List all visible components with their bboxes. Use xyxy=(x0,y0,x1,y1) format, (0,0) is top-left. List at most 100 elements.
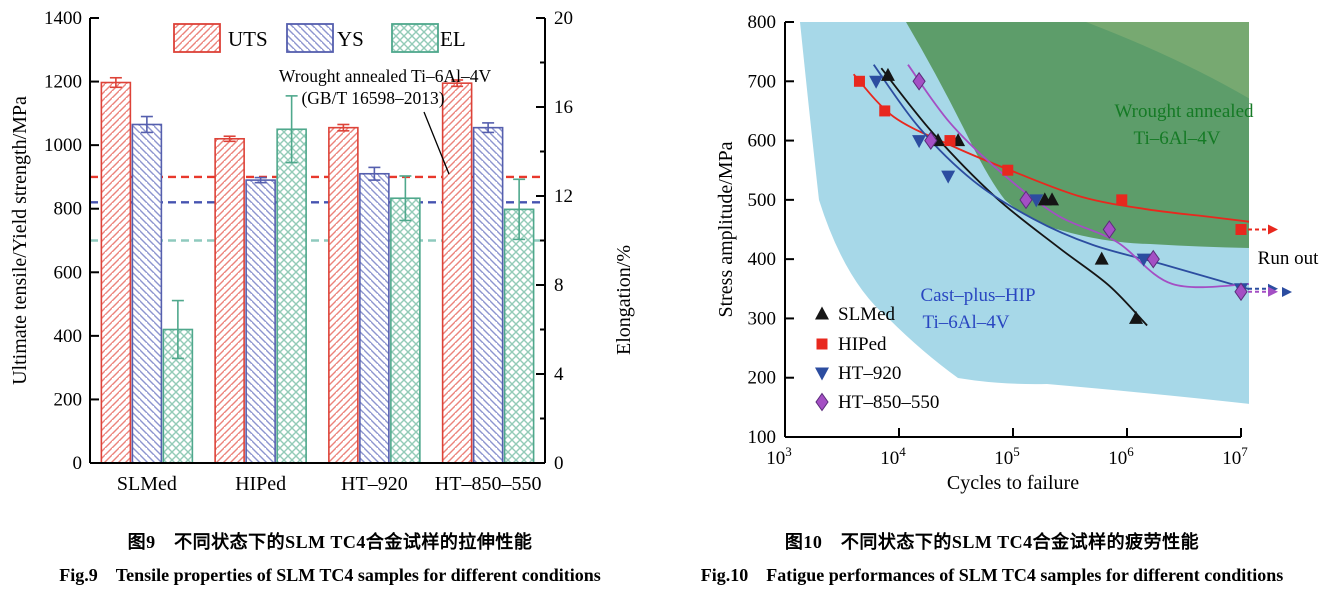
bar-YS-0 xyxy=(131,123,163,464)
point-SLMed xyxy=(1094,251,1109,265)
x-tick-label: 103 xyxy=(766,444,792,469)
point-HIPed xyxy=(944,135,956,147)
fatigue-scatter-chart: 100 200 300 400 500 600 700 800 103 104 105 106 107 C… xyxy=(715,12,1319,494)
y-tick-label: 800 xyxy=(748,12,777,33)
y-left-axis-title: Ultimate tensile/Yield strength/MPa xyxy=(9,96,31,385)
legend: UTS YS EL xyxy=(173,23,466,53)
bar-UTS-0 xyxy=(100,81,132,464)
y-right-tick-label: 8 xyxy=(554,275,564,296)
fig9-caption-cn: 图9 不同状态下的SLM TC4合金试样的拉伸性能 xyxy=(127,532,533,552)
wrought-annealed-band xyxy=(906,22,1249,248)
y-right-tick-label: 4 xyxy=(554,364,564,385)
y-tick-label: 700 xyxy=(748,71,777,92)
runout-arrowhead xyxy=(1268,286,1278,297)
error-bar xyxy=(513,178,526,241)
figure-10-panel: 100 200 300 400 500 600 700 800 103 104 105 106 107 C… xyxy=(660,0,1324,596)
y-left-tick-label: 1200 xyxy=(44,72,82,93)
figure-9-panel: 0 200 400 600 800 1000 1200 1400 0 4 8 12 16 20 SLMed H… xyxy=(0,0,660,596)
error-bar xyxy=(109,76,122,89)
point-HT–920 xyxy=(912,135,927,149)
y-right-axis-title: Elongation/% xyxy=(613,245,635,355)
y-right-tick-label: 12 xyxy=(554,186,573,207)
fit-curves xyxy=(852,64,1249,327)
error-bar xyxy=(399,175,412,222)
legend-marker-HT–920 xyxy=(815,367,829,381)
error-bar xyxy=(223,135,236,143)
y-left-tick-label: 1400 xyxy=(44,8,82,29)
point-HT–850–550 xyxy=(1102,220,1116,239)
point-HIPed xyxy=(879,105,891,117)
wrought-annealed-label-1: Wrought annealed xyxy=(1114,101,1254,122)
fit-curve-SLMed xyxy=(880,67,1148,327)
y-left-tick-label: 0 xyxy=(73,453,83,474)
legend-swatch-UTS xyxy=(173,23,221,53)
point-SLMed xyxy=(1129,310,1144,324)
error-bar xyxy=(451,79,464,88)
point-HT–920 xyxy=(941,170,956,184)
x-category-label: HIPed xyxy=(235,473,286,495)
legend-marker-HT–850–550 xyxy=(815,392,829,412)
point-HT–850–550 xyxy=(912,71,926,91)
annotation-line2: (GB/T 16598–2013) xyxy=(301,88,444,108)
y-tick-label: 500 xyxy=(748,190,777,211)
tensile-bar-chart: 0 200 400 600 800 1000 1200 1400 0 4 8 12 16 20 SLMed H… xyxy=(9,8,635,495)
bar-YS-3 xyxy=(472,126,504,464)
error-bar xyxy=(140,115,153,134)
axes xyxy=(784,21,1242,438)
fig10-caption-en: Fig.10 Fatigue performances of SLM TC4 s… xyxy=(700,565,1284,585)
y-right-tick-label: 20 xyxy=(554,8,573,29)
point-HT–850–550 xyxy=(1019,190,1033,210)
axes xyxy=(89,17,546,464)
runout-label: Run out xyxy=(1258,248,1319,269)
error-bar xyxy=(337,123,350,132)
wrought-annealed-label-2: Ti–6Al–4V xyxy=(1134,128,1221,149)
y-tick-label: 100 xyxy=(748,427,777,448)
y-tick-label: 300 xyxy=(748,308,777,329)
error-bar xyxy=(254,176,267,184)
points-HIPed xyxy=(853,75,1128,206)
fig9-caption-en: Fig.9 Tensile properties of SLM TC4 samp… xyxy=(59,565,601,585)
point-HIPed xyxy=(853,75,865,87)
bars-UTS xyxy=(100,76,473,464)
point-HIPed xyxy=(1002,164,1014,176)
x-axis-title: Cycles to failure xyxy=(947,472,1079,494)
y-right-tick-label: 0 xyxy=(554,453,564,474)
cast-plus-hip-label-1: Cast–plus–HIP xyxy=(920,285,1035,306)
legend-label-HIPed: HIPed xyxy=(838,334,887,355)
bar-EL-1 xyxy=(276,128,307,464)
point-HT–850–550 xyxy=(1146,249,1160,269)
bar-UTS-3 xyxy=(441,82,473,464)
y-left-tick-label: 200 xyxy=(54,389,83,410)
x-category-label: SLMed xyxy=(117,473,177,495)
runout-point-HIPed xyxy=(1235,224,1247,235)
annotation-pointer xyxy=(423,111,450,175)
bar-EL-2 xyxy=(390,197,421,464)
x-tick-label: 105 xyxy=(994,444,1020,469)
x-tick-label: 107 xyxy=(1222,444,1248,469)
runout-arrowhead xyxy=(1268,224,1278,235)
x-category-label: HT–850–550 xyxy=(435,473,542,495)
legend-label-HT–920: HT–920 xyxy=(838,363,901,384)
y-left-tick-label: 800 xyxy=(54,199,83,220)
y-tick-label: 400 xyxy=(748,249,777,270)
bars-YS xyxy=(131,115,504,464)
x-category-label: HT–920 xyxy=(341,473,408,495)
fit-curve-HT–920 xyxy=(872,64,1249,291)
y-axis-title: Stress amplitude/MPa xyxy=(715,141,737,317)
error-bar xyxy=(482,122,495,134)
runout-markers xyxy=(1234,224,1292,302)
legend-swatch-YS xyxy=(286,23,334,53)
x-tick-label: 106 xyxy=(1108,444,1134,469)
point-HT–920 xyxy=(869,75,884,89)
fig10-caption-cn: 图10 不同状态下的SLM TC4合金试样的疲劳性能 xyxy=(784,532,1200,552)
bar-UTS-1 xyxy=(214,137,245,464)
bar-UTS-2 xyxy=(328,126,359,464)
points-HT–850–550 xyxy=(912,71,1160,269)
scatter-legend: SLMed HIPed HT–920 HT–850–550 xyxy=(815,304,939,413)
y-left-tick-label: 1000 xyxy=(44,135,82,156)
fit-curve-HT–850–550 xyxy=(907,64,1249,289)
annotation-line1: Wrought annealed Ti–6Al–4V xyxy=(279,66,492,86)
points-HT–920 xyxy=(869,75,1151,267)
bar-EL-3 xyxy=(503,208,535,464)
legend-swatch-EL xyxy=(391,23,439,53)
